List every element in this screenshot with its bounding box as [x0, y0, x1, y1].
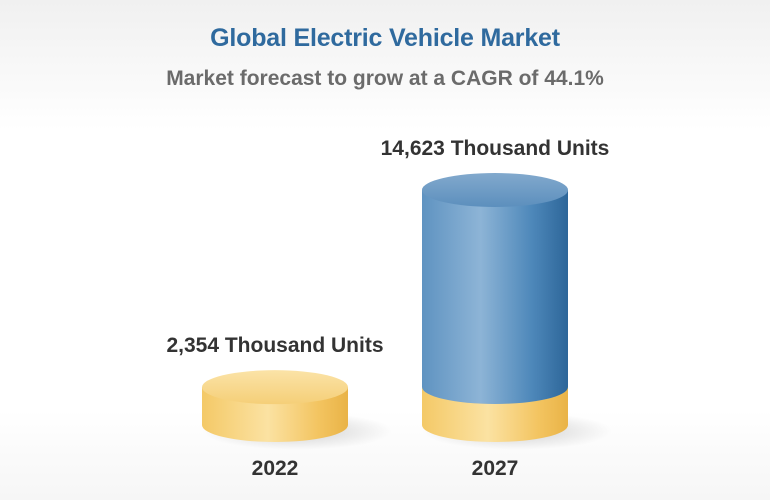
bar-2022-top — [202, 370, 348, 405]
data-label-2027: 14,623 Thousand Units — [381, 137, 610, 160]
bar-2027-top — [422, 173, 568, 207]
data-label-2022: 2,354 Thousand Units — [166, 334, 383, 357]
category-label-2027: 2027 — [472, 457, 519, 480]
category-label-2022: 2022 — [252, 457, 299, 480]
bar-2027-side — [422, 190, 568, 404]
chart-title: Global Electric Vehicle Market — [210, 24, 560, 52]
chart-subtitle: Market forecast to grow at a CAGR of 44.… — [166, 67, 604, 90]
